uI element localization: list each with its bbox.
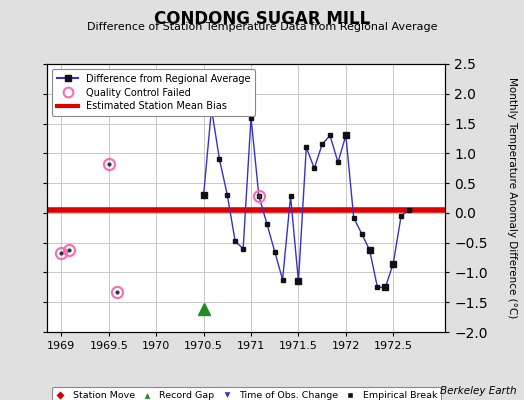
Legend: Station Move, Record Gap, Time of Obs. Change, Empirical Break: Station Move, Record Gap, Time of Obs. C… xyxy=(52,387,441,400)
Text: Berkeley Earth: Berkeley Earth xyxy=(440,386,516,396)
Y-axis label: Monthly Temperature Anomaly Difference (°C): Monthly Temperature Anomaly Difference (… xyxy=(508,77,518,319)
Text: CONDONG SUGAR MILL: CONDONG SUGAR MILL xyxy=(154,10,370,28)
Text: Difference of Station Temperature Data from Regional Average: Difference of Station Temperature Data f… xyxy=(87,22,437,32)
